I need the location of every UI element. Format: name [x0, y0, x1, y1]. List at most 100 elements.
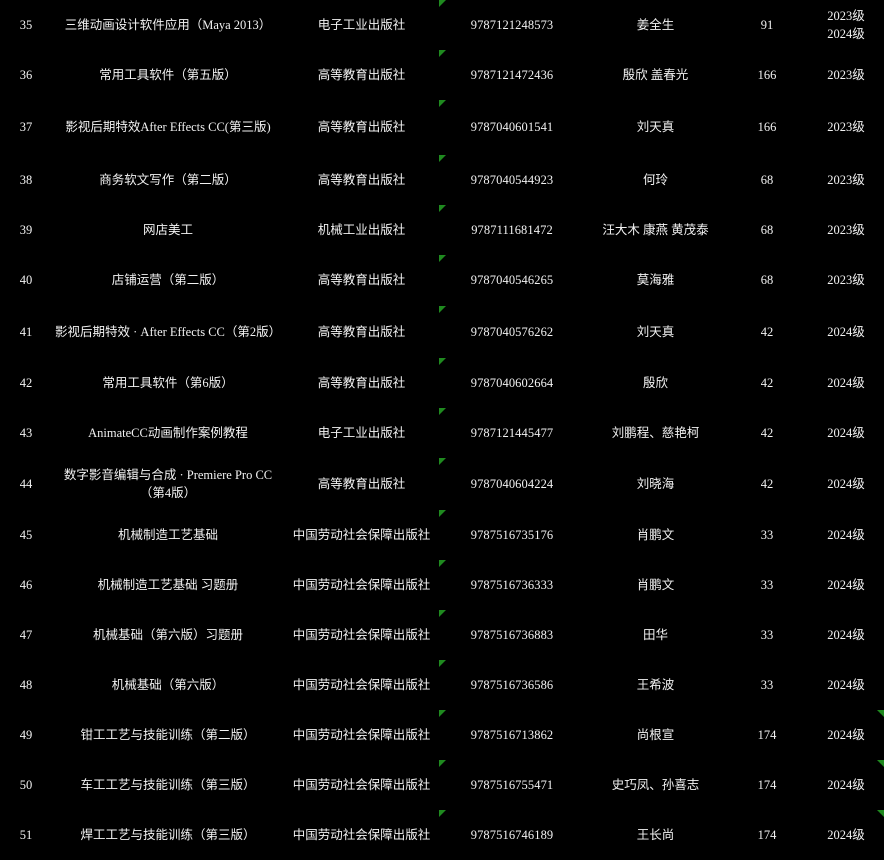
cell-grade[interactable]: 2023级 2024级: [808, 0, 884, 50]
cell-author[interactable]: 刘天真: [636, 120, 675, 135]
cell-grade[interactable]: 2023级: [808, 50, 884, 100]
cell-quantity[interactable]: 91: [760, 17, 774, 32]
table-row[interactable]: 49 钳工工艺与技能训练（第二版） 中国劳动社会保障出版社 9787516713862…: [0, 710, 884, 760]
cell-author[interactable]: 姜全生: [636, 17, 675, 32]
cell-publisher[interactable]: 中国劳动社会保障出版社: [292, 727, 431, 742]
table-row[interactable]: 50 车工工艺与技能训练（第三版） 中国劳动社会保障出版社 9787516755471…: [0, 760, 884, 810]
cell-author[interactable]: 殷欣 盖春光: [622, 67, 689, 82]
cell-grade[interactable]: 2024级: [808, 660, 884, 710]
cell-grade[interactable]: 2024级: [808, 710, 884, 760]
cell-quantity[interactable]: 33: [760, 577, 774, 592]
cell-row-number[interactable]: 42: [19, 375, 33, 390]
table-row[interactable]: 41 影视后期特效 · After Effects CC（第2版） 高等教育出版社 9…: [0, 306, 884, 358]
cell-row-number[interactable]: 43: [19, 425, 33, 440]
cell-book-title[interactable]: 影视后期特效After Effects CC(第三版): [65, 120, 271, 135]
cell-isbn[interactable]: 9787516713862: [439, 710, 585, 760]
cell-book-title[interactable]: 焊工工艺与技能训练（第三版）: [80, 827, 256, 842]
cell-book-title[interactable]: 车工工艺与技能训练（第三版）: [80, 777, 256, 792]
cell-book-title[interactable]: 常用工具软件（第五版）: [99, 67, 237, 82]
cell-quantity[interactable]: 42: [760, 425, 774, 440]
cell-book-title[interactable]: 机械制造工艺基础: [117, 527, 218, 542]
cell-publisher[interactable]: 高等教育出版社: [317, 375, 406, 390]
table-row[interactable]: 47 机械基础（第六版）习题册 中国劳动社会保障出版社 9787516736883 田华…: [0, 610, 884, 660]
cell-row-number[interactable]: 40: [19, 273, 33, 288]
cell-isbn[interactable]: 9787516755471: [439, 760, 585, 810]
cell-grade[interactable]: 2023级: [808, 100, 884, 155]
cell-row-number[interactable]: 47: [19, 627, 33, 642]
cell-book-title[interactable]: 钳工工艺与技能训练（第二版）: [80, 727, 256, 742]
cell-row-number[interactable]: 36: [19, 67, 33, 82]
cell-row-number[interactable]: 49: [19, 727, 33, 742]
cell-publisher[interactable]: 中国劳动社会保障出版社: [292, 627, 431, 642]
cell-publisher[interactable]: 电子工业出版社: [317, 425, 406, 440]
cell-isbn[interactable]: 9787040604224: [439, 458, 585, 510]
cell-isbn[interactable]: 9787040602664: [439, 358, 585, 408]
cell-author[interactable]: 何玲: [642, 172, 668, 187]
table-row[interactable]: 42 常用工具软件（第6版） 高等教育出版社 9787040602664 殷欣 42 202…: [0, 358, 884, 408]
cell-author[interactable]: 王长尚: [636, 827, 675, 842]
cell-row-number[interactable]: 41: [19, 324, 33, 339]
cell-grade[interactable]: 2024级: [808, 458, 884, 510]
cell-isbn[interactable]: 9787516735176: [439, 510, 585, 560]
cell-book-title[interactable]: AnimateCC动画制作案例教程: [88, 425, 248, 440]
cell-publisher[interactable]: 高等教育出版社: [317, 120, 406, 135]
cell-author[interactable]: 田华: [642, 627, 668, 642]
cell-quantity[interactable]: 68: [760, 222, 774, 237]
cell-publisher[interactable]: 中国劳动社会保障出版社: [292, 577, 431, 592]
table-row[interactable]: 35 三维动画设计软件应用（Maya 2013） 电子工业出版社 9787121248…: [0, 0, 884, 50]
cell-quantity[interactable]: 33: [760, 677, 774, 692]
cell-row-number[interactable]: 50: [19, 777, 33, 792]
cell-quantity[interactable]: 68: [760, 172, 774, 187]
cell-publisher[interactable]: 高等教育出版社: [317, 172, 406, 187]
cell-quantity[interactable]: 68: [760, 273, 774, 288]
cell-isbn[interactable]: 9787111681472: [439, 205, 585, 255]
cell-grade[interactable]: 2023级: [808, 155, 884, 205]
cell-grade[interactable]: 2024级: [808, 610, 884, 660]
cell-quantity[interactable]: 174: [757, 827, 777, 842]
cell-grade[interactable]: 2024级: [808, 510, 884, 560]
table-row[interactable]: 46 机械制造工艺基础 习题册 中国劳动社会保障出版社 9787516736333 肖鹏…: [0, 560, 884, 610]
cell-book-title[interactable]: 商务软文写作（第二版）: [99, 172, 237, 187]
cell-quantity[interactable]: 42: [760, 375, 774, 390]
cell-row-number[interactable]: 38: [19, 172, 33, 187]
cell-quantity[interactable]: 166: [757, 67, 777, 82]
cell-row-number[interactable]: 51: [19, 827, 33, 842]
cell-author[interactable]: 王希波: [636, 677, 675, 692]
cell-grade[interactable]: 2024级: [808, 760, 884, 810]
cell-author[interactable]: 史巧凤、孙喜志: [611, 777, 700, 792]
table-row[interactable]: 43 AnimateCC动画制作案例教程 电子工业出版社 9787121445477 刘…: [0, 408, 884, 458]
cell-author[interactable]: 肖鹏文: [636, 527, 675, 542]
cell-author[interactable]: 尚根宣: [636, 727, 675, 742]
cell-publisher[interactable]: 机械工业出版社: [317, 222, 406, 237]
cell-book-title[interactable]: 机械制造工艺基础 习题册: [97, 577, 239, 592]
cell-book-title[interactable]: 店铺运营（第二版）: [111, 273, 225, 288]
cell-row-number[interactable]: 44: [19, 476, 33, 491]
cell-row-number[interactable]: 37: [19, 120, 33, 135]
cell-grade[interactable]: 2024级: [808, 408, 884, 458]
cell-quantity[interactable]: 166: [757, 120, 777, 135]
table-row[interactable]: 40 店铺运营（第二版） 高等教育出版社 9787040546265 莫海雅 68 2023…: [0, 255, 884, 306]
cell-quantity[interactable]: 42: [760, 324, 774, 339]
cell-row-number[interactable]: 45: [19, 527, 33, 542]
cell-publisher[interactable]: 中国劳动社会保障出版社: [292, 677, 431, 692]
cell-row-number[interactable]: 46: [19, 577, 33, 592]
cell-isbn[interactable]: 9787121445477: [439, 408, 585, 458]
cell-book-title[interactable]: 三维动画设计软件应用（Maya 2013）: [64, 17, 272, 32]
cell-isbn[interactable]: 9787040546265: [439, 255, 585, 306]
cell-isbn[interactable]: 9787516736883: [439, 610, 585, 660]
cell-quantity[interactable]: 174: [757, 777, 777, 792]
table-row[interactable]: 44 数字影音编辑与合成 · Premiere Pro CC（第4版） 高等教育出版…: [0, 458, 884, 510]
cell-book-title[interactable]: 常用工具软件（第6版）: [102, 375, 234, 390]
cell-author[interactable]: 肖鹏文: [636, 577, 675, 592]
cell-quantity[interactable]: 174: [757, 727, 777, 742]
cell-publisher[interactable]: 高等教育出版社: [317, 324, 406, 339]
cell-book-title[interactable]: 数字影音编辑与合成 · Premiere Pro CC（第4版）: [63, 467, 273, 500]
cell-publisher[interactable]: 高等教育出版社: [317, 476, 406, 491]
table-row[interactable]: 45 机械制造工艺基础 中国劳动社会保障出版社 9787516735176 肖鹏文 33 2…: [0, 510, 884, 560]
cell-quantity[interactable]: 42: [760, 476, 774, 491]
cell-publisher[interactable]: 中国劳动社会保障出版社: [292, 827, 431, 842]
cell-publisher[interactable]: 高等教育出版社: [317, 273, 406, 288]
cell-book-title[interactable]: 网店美工: [142, 222, 193, 237]
cell-publisher[interactable]: 中国劳动社会保障出版社: [292, 527, 431, 542]
cell-author[interactable]: 刘鹏程、慈艳柯: [611, 425, 700, 440]
